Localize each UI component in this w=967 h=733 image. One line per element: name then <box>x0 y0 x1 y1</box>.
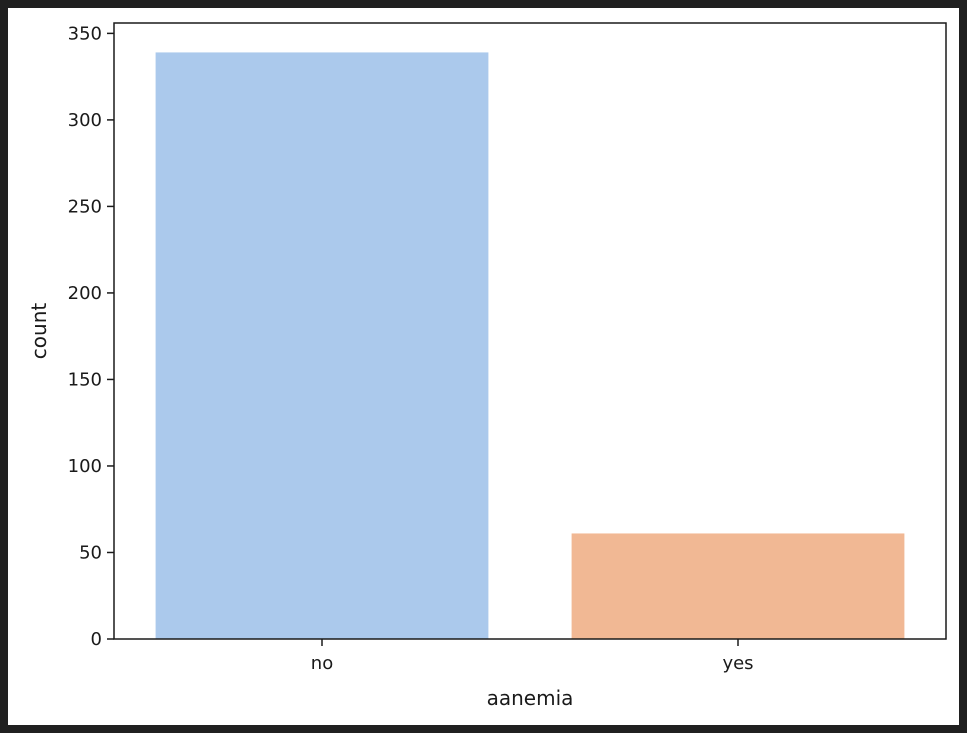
x-axis: no yes <box>311 639 754 674</box>
y-tick-label: 0 <box>91 629 102 650</box>
bar-no <box>155 52 489 640</box>
y-axis-label: count <box>27 303 51 360</box>
y-tick-label: 200 <box>68 283 102 304</box>
x-tick-label-no: no <box>311 653 333 674</box>
y-tick-label: 300 <box>68 110 102 131</box>
bars-layer <box>155 52 905 640</box>
bar-yes <box>571 533 905 639</box>
x-tick-label-yes: yes <box>722 653 753 674</box>
y-tick-label: 350 <box>68 23 102 44</box>
plot-frame <box>113 22 947 640</box>
y-tick-label: 150 <box>68 369 102 390</box>
chart-figure: 0 50 100 150 200 250 300 350 no yes aanemia coun… <box>8 8 959 725</box>
bar-chart: 0 50 100 150 200 250 300 350 no yes aanemia coun… <box>27 22 947 710</box>
y-tick-label: 50 <box>79 542 102 563</box>
x-axis-label: aanemia <box>487 686 574 710</box>
y-tick-label: 250 <box>68 196 102 217</box>
y-tick-label: 100 <box>68 456 102 477</box>
y-axis: 0 50 100 150 200 250 300 350 <box>68 23 114 650</box>
